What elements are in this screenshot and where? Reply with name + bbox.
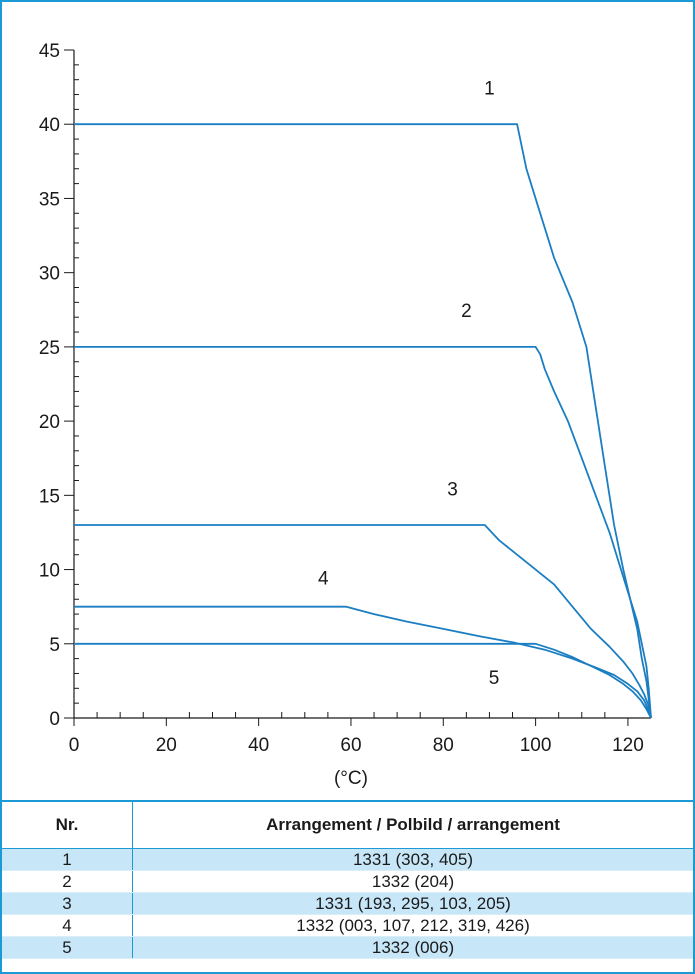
curve-label-3: 3 — [447, 479, 458, 500]
y-tick-label: 45 — [39, 41, 60, 62]
curve-label-5: 5 — [489, 668, 500, 689]
row-arrangement: 1332 (003, 107, 212, 319, 426) — [132, 914, 693, 937]
x-tick-label: 80 — [433, 735, 454, 756]
x-axis-title: (°C) — [334, 768, 368, 789]
y-tick-label: 20 — [39, 412, 60, 433]
series-curve-3 — [74, 524, 652, 719]
x-tick-label: 40 — [248, 735, 269, 756]
y-tick-label: 5 — [49, 635, 60, 656]
y-tick-label: 10 — [39, 561, 60, 582]
table-row: 3 1331 (193, 295, 103, 205) — [2, 892, 693, 915]
row-arrangement: 1332 (006) — [132, 936, 693, 959]
y-tick-label: 0 — [49, 709, 60, 730]
x-tick-label: 100 — [520, 735, 552, 756]
curve-label-4: 4 — [318, 568, 329, 589]
table-header-row: Nr. Arrangement / Polbild / arrangement — [2, 802, 693, 849]
table-row: 5 1332 (006) — [2, 936, 693, 959]
y-tick-label: 15 — [39, 486, 60, 507]
row-arrangement: 1331 (303, 405) — [132, 848, 693, 871]
chart-area: 0 5 10 15 20 25 30 35 40 45 0 20 40 60 80 100 120 (°C) 1 2 3… — [2, 2, 693, 802]
curve-label-2: 2 — [461, 301, 472, 322]
row-arrangement: 1332 (204) — [132, 870, 693, 893]
table-row: 1 1331 (303, 405) — [2, 848, 693, 871]
series-curve-5 — [74, 642, 652, 719]
table-row: 2 1332 (204) — [2, 870, 693, 893]
y-tick-label: 30 — [39, 264, 60, 285]
table-row: 4 1332 (003, 107, 212, 319, 426) — [2, 914, 693, 937]
series-curve-1 — [74, 123, 652, 719]
curve-label-1: 1 — [484, 79, 495, 100]
y-tick-label: 35 — [39, 189, 60, 210]
legend-table: Nr. Arrangement / Polbild / arrangement … — [2, 802, 693, 959]
x-tick-label: 0 — [69, 735, 80, 756]
row-arrangement: 1331 (193, 295, 103, 205) — [132, 892, 693, 915]
y-tick-label: 40 — [39, 115, 60, 136]
header-arrangement: Arrangement / Polbild / arrangement — [132, 802, 693, 849]
series-curve-4 — [74, 605, 652, 719]
x-tick-label: 120 — [612, 735, 644, 756]
row-nr: 2 — [2, 870, 133, 893]
series-curve-2 — [74, 346, 652, 719]
x-tick-label: 60 — [340, 735, 361, 756]
row-nr: 4 — [2, 914, 133, 937]
row-nr: 3 — [2, 892, 133, 915]
y-tick-label: 25 — [39, 338, 60, 359]
row-nr: 1 — [2, 848, 133, 871]
x-tick-label: 20 — [156, 735, 177, 756]
header-nr: Nr. — [2, 802, 133, 849]
row-nr: 5 — [2, 936, 133, 959]
